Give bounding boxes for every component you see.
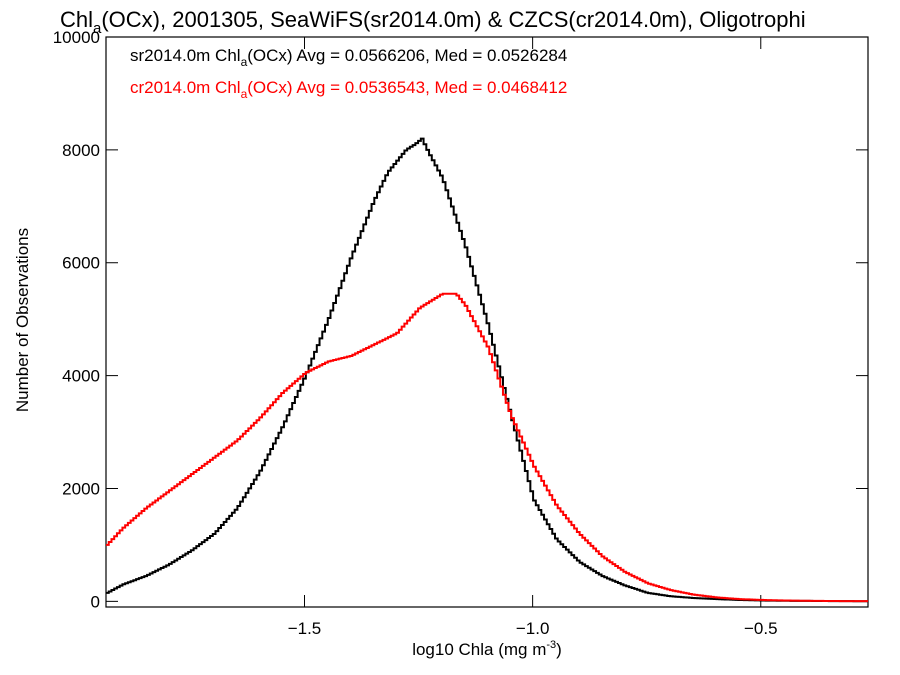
y-tick-label: 4000: [62, 367, 100, 386]
series-line-cr2014-0m: [106, 292, 869, 603]
y-tick-label: 10000: [53, 28, 100, 47]
legend-entry-cr: cr2014.0m Chla(OCx) Avg = 0.0536543, Med…: [130, 78, 567, 101]
series-line-sr2014-0m: [106, 137, 869, 603]
y-axis-label: Number of Observations: [13, 228, 32, 412]
chart-title: Chla(OCx), 2001305, SeaWiFS(sr2014.0m) &…: [60, 7, 806, 37]
x-tick-label: −1.0: [516, 619, 550, 638]
x-axis-label: log10 Chla (mg m-3): [412, 639, 562, 659]
y-tick-label: 6000: [62, 254, 100, 273]
plot-frame: [105, 36, 869, 608]
x-tick-label: −0.5: [744, 619, 778, 638]
y-tick-label: 2000: [62, 479, 100, 498]
x-tick-label: −1.5: [288, 619, 322, 638]
legend-entry-sr: sr2014.0m Chla(OCx) Avg = 0.0566206, Med…: [130, 46, 567, 69]
y-axis: 0 2000 4000 6000 8000 10000: [53, 28, 868, 611]
series-layer: [106, 137, 869, 603]
y-tick-label: 8000: [62, 141, 100, 160]
x-axis: −1.5 −1.0 −0.5: [288, 37, 778, 638]
y-tick-label: 0: [91, 592, 100, 611]
